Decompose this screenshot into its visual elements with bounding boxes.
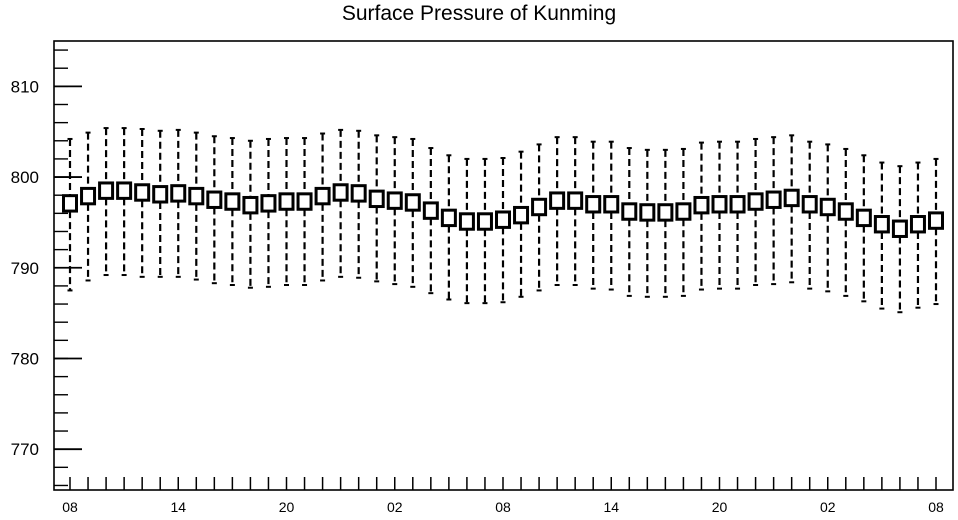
box (765, 190, 782, 209)
x-tick-label: 20 (712, 499, 728, 515)
box (404, 193, 421, 212)
box (188, 186, 205, 206)
box (711, 195, 728, 214)
chart-title: Surface Pressure of Kunming (341, 2, 617, 25)
box (332, 183, 349, 202)
box (603, 195, 620, 214)
box (440, 208, 457, 228)
box (458, 212, 475, 231)
box (783, 188, 800, 208)
box (909, 215, 926, 234)
box (801, 195, 818, 214)
x-tick-label: 08 (495, 499, 511, 515)
y-tick-label: 810 (11, 77, 39, 96)
box (819, 197, 836, 217)
box (513, 205, 530, 225)
box (928, 211, 944, 230)
box (891, 219, 908, 238)
box (170, 184, 187, 203)
box (729, 195, 746, 214)
box (386, 191, 403, 210)
x-tick-label: 14 (603, 499, 619, 515)
box (476, 212, 493, 231)
box (837, 202, 854, 221)
whiskers-group (67, 127, 939, 314)
box (693, 195, 710, 215)
box (314, 186, 331, 206)
box (549, 191, 566, 210)
box (657, 203, 674, 222)
y-tick-label: 800 (11, 168, 39, 187)
boxes-group (62, 181, 944, 238)
box (567, 191, 584, 210)
box (873, 215, 890, 234)
box (422, 201, 439, 220)
box (242, 195, 259, 215)
box (206, 190, 223, 209)
box (152, 185, 169, 204)
box (368, 189, 385, 209)
box (350, 184, 367, 203)
box (747, 192, 764, 211)
box (531, 197, 548, 217)
y-tick-label: 790 (11, 259, 39, 278)
x-tick-label: 08 (928, 499, 944, 515)
x-tick-label: 02 (820, 499, 836, 515)
x-tick-label: 02 (387, 499, 403, 515)
box (855, 208, 872, 228)
box (98, 181, 115, 200)
box (675, 202, 692, 221)
x-tick-label: 20 (279, 499, 295, 515)
box (585, 195, 602, 214)
box (278, 192, 295, 211)
x-tick-label: 08 (62, 499, 78, 515)
plot-axes: 770 780 790 800 810 08 14 20 02 08 14 20 02 08 (11, 40, 954, 515)
box (639, 203, 656, 222)
y-tick-label: 770 (11, 440, 39, 459)
box (495, 210, 511, 229)
box (224, 192, 241, 211)
box (260, 194, 277, 213)
y-tick-label: 780 (11, 349, 39, 368)
box (80, 186, 97, 206)
box (621, 202, 638, 221)
box (134, 183, 151, 202)
box (296, 192, 313, 211)
box (116, 181, 133, 200)
box (62, 194, 78, 213)
x-tick-label: 14 (170, 499, 186, 515)
